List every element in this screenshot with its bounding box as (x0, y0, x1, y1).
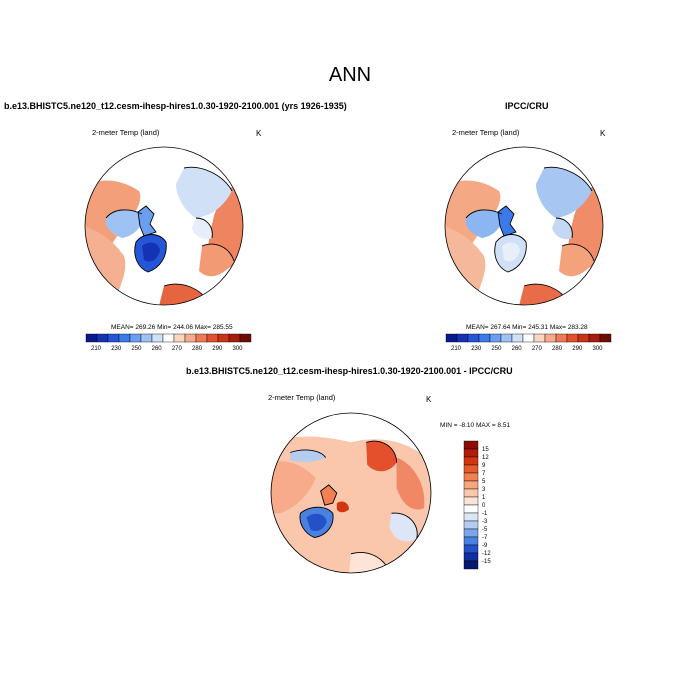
panel-2-colorbar-tick-label: 290 (572, 346, 583, 352)
panel-3-colorbar-swatch (463, 472, 479, 482)
panel-3-colorbar-tick-label: 12 (482, 455, 489, 461)
panel-3-colorbar-swatch (463, 464, 479, 474)
panel-3-colorbar-tick-label: 0 (482, 503, 486, 509)
panel-1-colorbar-swatch (239, 333, 252, 343)
panel-2-colorbar-tick-label: 210 (451, 346, 462, 352)
panel-2-header: IPCC/CRU (505, 101, 549, 111)
panel-2-colorbar-swatch (566, 333, 579, 343)
panel-1-colorbar-tick-label: 210 (91, 346, 102, 352)
figure-title: ANN (328, 64, 372, 86)
panel-3-colorbar-tick-label: -15 (482, 559, 491, 565)
panel-3-colorbar-tick-label: 15 (482, 447, 489, 453)
panel-3-colorbar-swatch (463, 448, 479, 458)
panel-3-colorbar-swatch (463, 440, 479, 450)
panel-3-stats: MIN = -8.10 MAX = 8.51 (440, 422, 511, 429)
panel-1-colorbar-swatch (151, 333, 164, 343)
panel-3-colorbar-swatch (463, 456, 479, 466)
panel-3-header: b.e13.BHISTC5.ne120_t12.cesm-ihesp-hires… (186, 366, 513, 376)
panel-3-colorbar-swatch (463, 536, 479, 546)
panel-2-colorbar-swatch (522, 333, 535, 343)
panel-2-colorbar-tick-label: 260 (512, 346, 523, 352)
panel-2-colorbar-swatch (588, 333, 601, 343)
panel-2-colorbar-tick-label: 230 (471, 346, 482, 352)
panel-2-colorbar-tick-label: 250 (491, 346, 502, 352)
panel-3-colorbar-swatch (463, 560, 479, 570)
panel-3-colorbar-tick-label: 1 (482, 495, 486, 501)
panel-1-colorbar-tick-label: 280 (192, 346, 203, 352)
panel-1-stats: MEAN= 269.26 Min= 244.06 Max= 285.55 (111, 324, 233, 331)
panel-2-colorbar-swatch (445, 333, 458, 343)
panel-1-colorbar-swatch (140, 333, 153, 343)
panel-1-colorbar-swatch (228, 333, 241, 343)
panel-3-colorbar-swatch (463, 520, 479, 530)
panel-2-colorbar-swatch (489, 333, 502, 343)
panel-3-colorbar-tick-label: -12 (482, 551, 491, 557)
panel-1-header: b.e13.BHISTC5.ne120_t12.cesm-ihesp-hires… (4, 101, 347, 111)
panel-2-stats: MEAN= 267.64 Min= 245.31 Max= 283.28 (466, 324, 588, 331)
panel-3-colorbar-swatch (463, 544, 479, 554)
panel-3-colorbar-tick-label: -3 (482, 519, 488, 525)
panel-1-colorbar-swatch (107, 333, 120, 343)
panel-2-variable-label: 2-meter Temp (land) (452, 128, 520, 137)
panel-3-colorbar-swatch (463, 512, 479, 522)
panel-2-colorbar-swatch (511, 333, 524, 343)
panel-1-colorbar-swatch (184, 333, 197, 343)
panel-1-colorbar-tick-label: 270 (172, 346, 183, 352)
panel-3-colorbar-swatch (463, 552, 479, 562)
panel-2-colorbar-swatch (467, 333, 480, 343)
panel-1-colorbar-swatch (129, 333, 142, 343)
panel-3-variable-label: 2-meter Temp (land) (268, 393, 336, 402)
panel-2-colorbar: 210 230 250 260 270 280 290 300 (445, 333, 612, 352)
panel-2-colorbar-tick-label: 280 (552, 346, 563, 352)
panel-3-colorbar-swatch (463, 528, 479, 538)
panel-1-colorbar-swatch (118, 333, 131, 343)
panel-3-colorbar-tick-label: 9 (482, 463, 486, 469)
panel-3-colorbar-swatch (463, 480, 479, 490)
panel-1-map (84, 146, 244, 306)
panel-3-colorbar: 15 12 9 7 5 3 1 0 -1 -3 -5 -7 -9 -12 -15 (463, 440, 491, 570)
panel-2-colorbar-tick-label: 300 (592, 346, 603, 352)
panel-2-colorbar-swatch (478, 333, 491, 343)
panel-1-colorbar-swatch (195, 333, 208, 343)
panel-1-colorbar-tick-label: 300 (232, 346, 243, 352)
panel-1-variable-label: 2-meter Temp (land) (92, 128, 160, 137)
panel-1-colorbar-swatch (217, 333, 230, 343)
panel-3-colorbar-tick-label: -1 (482, 511, 488, 517)
panel-3-colorbar-tick-label: 7 (482, 471, 486, 477)
panel-2-unit-label: K (600, 129, 606, 138)
panel-1-colorbar-swatch (162, 333, 175, 343)
panel-2-colorbar-swatch (500, 333, 513, 343)
panel-2-colorbar-tick-label: 270 (532, 346, 543, 352)
panel-1-colorbar-swatch (173, 333, 186, 343)
panel-1-colorbar-swatch (206, 333, 219, 343)
panel-1-colorbar-tick-label: 260 (152, 346, 163, 352)
panel-1-colorbar-tick-label: 290 (212, 346, 223, 352)
panel-2-map (444, 146, 604, 306)
panel-3-colorbar-tick-label: 5 (482, 479, 486, 485)
panel-1-colorbar-swatch (96, 333, 109, 343)
panel-2-colorbar-swatch (555, 333, 568, 343)
panel-2-colorbar-swatch (599, 333, 612, 343)
panel-2-colorbar-swatch (533, 333, 546, 343)
panel-1-colorbar: 210 230 250 260 270 280 290 300 (85, 333, 252, 352)
panel-3-colorbar-swatch (463, 496, 479, 506)
panel-3-map (270, 412, 432, 574)
panel-2-colorbar-swatch (544, 333, 557, 343)
panel-3-unit-label: K (426, 395, 432, 404)
panel-1-unit-label: K (256, 129, 262, 138)
panel-3-colorbar-swatch (463, 504, 479, 514)
panel-2-colorbar-swatch (456, 333, 469, 343)
panel-3-colorbar-tick-label: -5 (482, 527, 488, 533)
panel-1-colorbar-swatch (85, 333, 98, 343)
panel-1-colorbar-tick-label: 250 (131, 346, 142, 352)
panel-3-colorbar-tick-label: -7 (482, 535, 488, 541)
panel-3-colorbar-swatch (463, 488, 479, 498)
panel-1-colorbar-tick-label: 230 (111, 346, 122, 352)
panel-3-colorbar-tick-label: 3 (482, 487, 486, 493)
panel-3-colorbar-tick-label: -9 (482, 543, 488, 549)
panel-2-colorbar-swatch (577, 333, 590, 343)
